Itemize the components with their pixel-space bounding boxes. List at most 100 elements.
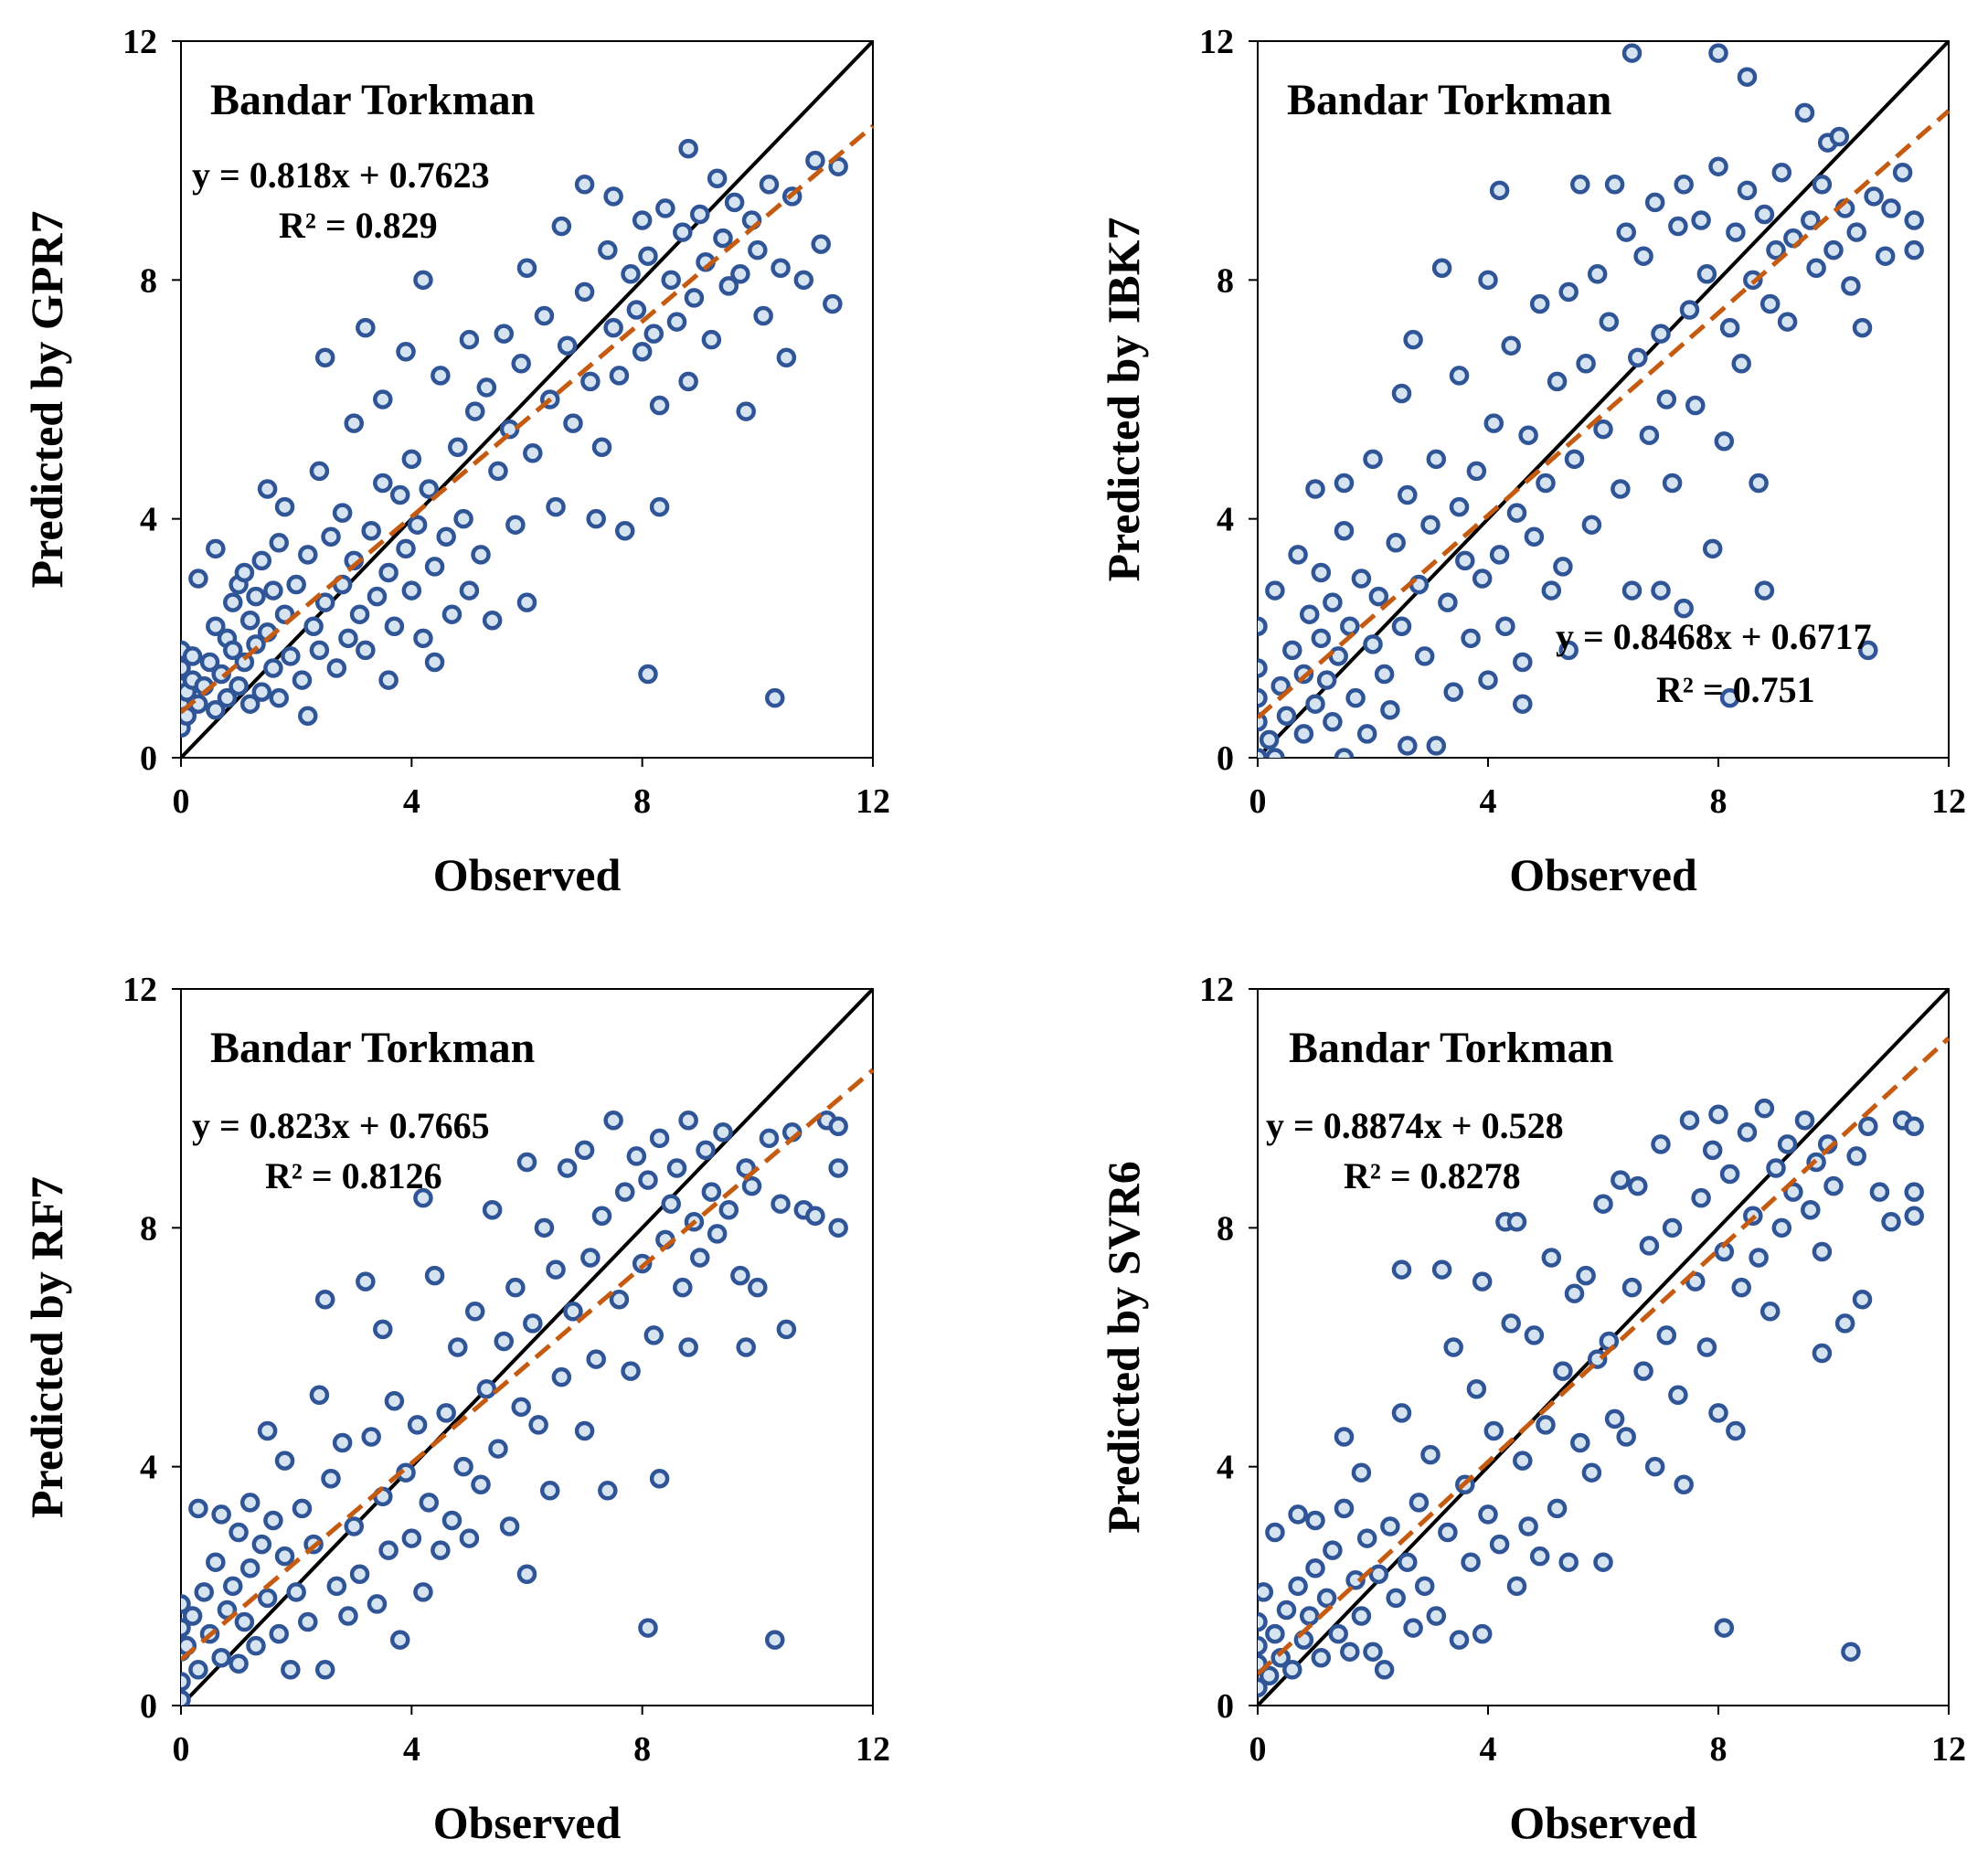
data-point — [424, 1265, 445, 1286]
data-point — [1771, 1217, 1792, 1238]
data-point — [1414, 646, 1435, 666]
data-point — [1674, 598, 1694, 619]
data-point — [1564, 449, 1585, 470]
data-point — [603, 1110, 623, 1131]
data-point — [407, 1415, 428, 1435]
data-point — [546, 1259, 566, 1280]
data-point — [1812, 1343, 1833, 1364]
data-point — [1628, 1175, 1648, 1196]
data-point — [1621, 580, 1642, 601]
data-point — [1524, 526, 1545, 547]
data-point — [1858, 1116, 1878, 1137]
data-point — [505, 1277, 526, 1298]
data-point — [373, 1319, 393, 1340]
data-point — [471, 1474, 491, 1495]
data-point — [332, 1432, 353, 1453]
data-point — [1553, 557, 1573, 577]
data-point — [251, 550, 272, 571]
data-point — [1506, 1576, 1527, 1597]
data-point — [314, 1289, 335, 1310]
y-tick-label: 8 — [1217, 1209, 1234, 1248]
data-point — [684, 288, 705, 308]
data-point — [1391, 1259, 1412, 1280]
data-point — [286, 1582, 306, 1602]
x-tick-label: 0 — [1249, 1730, 1267, 1769]
y-axis-title: Predicted by SVR6 — [1098, 1161, 1149, 1533]
data-point — [1611, 1170, 1631, 1190]
data-point — [367, 1594, 388, 1614]
data-point — [211, 1647, 231, 1668]
data-point — [563, 413, 583, 433]
data-point — [580, 371, 601, 392]
data-point — [1472, 1623, 1493, 1644]
data-point — [367, 586, 388, 607]
data-point — [1621, 1277, 1642, 1298]
data-point — [534, 305, 555, 326]
data-point — [413, 1582, 433, 1602]
data-point — [1737, 1122, 1758, 1143]
data-point — [574, 175, 595, 195]
data-point — [523, 1313, 543, 1334]
data-point — [632, 210, 653, 230]
data-point — [736, 1337, 756, 1357]
data-point — [828, 156, 848, 176]
x-tick-label: 12 — [1931, 782, 1966, 821]
data-point — [598, 1481, 618, 1501]
data-point — [1524, 1325, 1545, 1345]
data-point — [1644, 1456, 1665, 1477]
data-point — [1593, 419, 1613, 440]
chart-panel-svr6: 00 4 4 8 8 12 12 Observed Predicted by SVR6 Banda… — [1098, 971, 1966, 1848]
data-point — [1356, 724, 1377, 744]
data-point — [1276, 706, 1297, 727]
data-point — [673, 222, 693, 242]
r-squared-label: R² = 0.8278 — [1344, 1155, 1521, 1196]
data-point — [1581, 1462, 1602, 1483]
data-point — [441, 1510, 462, 1531]
data-point — [1391, 616, 1412, 637]
data-point — [199, 652, 220, 673]
x-tick-label: 0 — [173, 1730, 190, 1769]
data-point — [206, 699, 226, 720]
data-point — [1258, 658, 1268, 678]
data-point — [448, 1337, 468, 1357]
y-tick-label: 0 — [140, 1687, 157, 1726]
data-point — [459, 580, 480, 601]
data-point — [823, 293, 843, 314]
y-axis-title: Predicted by IBK7 — [1098, 217, 1149, 581]
data-point — [609, 366, 630, 386]
data-point — [424, 652, 445, 673]
data-point — [1841, 276, 1861, 296]
data-point — [309, 1385, 330, 1406]
data-point — [1391, 383, 1412, 404]
chart-panel-gpr7: 00 4 4 8 8 12 12 Observed Predicted by GPR7 Banda… — [21, 23, 890, 900]
data-point — [638, 1170, 658, 1190]
y-tick-label: 12 — [122, 971, 157, 1009]
data-point — [1506, 1212, 1527, 1232]
data-point — [805, 1206, 825, 1227]
data-point — [1581, 515, 1602, 535]
x-tick-label: 4 — [1480, 782, 1497, 821]
data-point — [373, 389, 393, 409]
data-point — [298, 545, 318, 565]
data-point — [1829, 126, 1850, 147]
data-point — [1754, 204, 1775, 225]
data-point — [494, 324, 515, 344]
data-point — [1593, 1194, 1613, 1214]
data-point — [1651, 324, 1671, 344]
data-point — [424, 557, 445, 577]
data-point — [1869, 1182, 1890, 1202]
x-axis-title: Observed — [1509, 849, 1697, 900]
data-point — [1639, 425, 1660, 445]
data-point — [1380, 699, 1400, 720]
data-point — [378, 1540, 399, 1560]
data-point — [239, 694, 260, 714]
data-point — [730, 1265, 750, 1286]
data-point — [269, 1623, 289, 1644]
data-point — [1708, 156, 1728, 176]
data-point — [1443, 682, 1463, 702]
plot-frame — [180, 40, 874, 759]
data-point — [1570, 1432, 1590, 1453]
data-point — [1368, 1564, 1389, 1585]
data-point — [1513, 1451, 1533, 1471]
chart-panel-rf7: 00 4 4 8 8 12 12 Observed Predicted by RF7 Bandar… — [21, 971, 890, 1848]
